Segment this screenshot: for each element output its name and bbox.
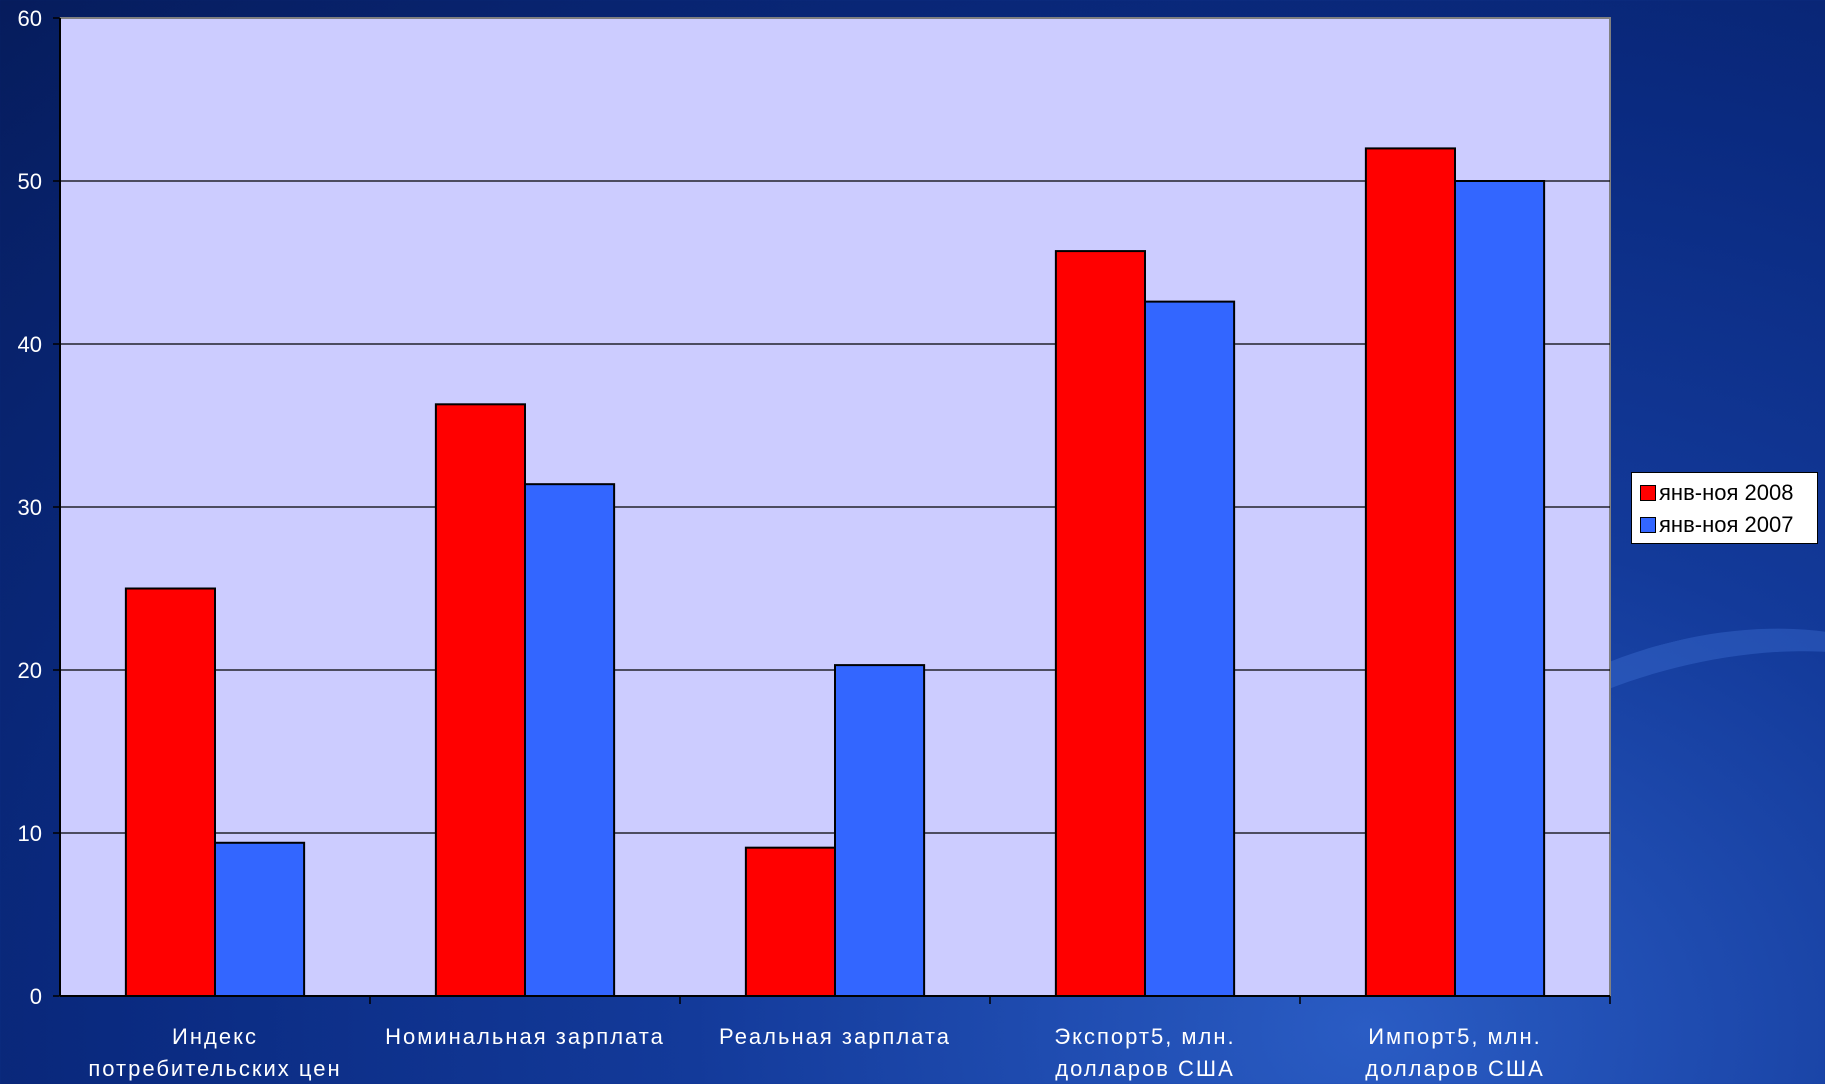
legend-item: янв-ноя 2007	[1640, 509, 1817, 541]
legend-swatch	[1640, 485, 1656, 501]
x-category-label: Импорт5, млн.	[1368, 1024, 1542, 1049]
legend-swatch	[1640, 517, 1656, 533]
x-category-label: Индекс	[172, 1024, 258, 1049]
x-category-label: потребительских цен	[88, 1056, 341, 1081]
x-category-label: Экспорт5, млн.	[1054, 1024, 1235, 1049]
y-tick-label: 30	[18, 495, 42, 520]
bar-jan-nov-2007	[1454, 180, 1546, 997]
bar-jan-nov-2008	[744, 846, 836, 997]
legend-label: янв-ноя 2007	[1659, 512, 1794, 537]
bar-jan-nov-2008	[1364, 147, 1456, 997]
bar-jan-nov-2008	[124, 587, 216, 997]
bar-jan-nov-2007	[1144, 300, 1236, 997]
bar-jan-nov-2007	[524, 483, 616, 997]
y-tick-label: 60	[18, 6, 42, 31]
x-category-label: Реальная зарплата	[719, 1024, 951, 1049]
legend-label: янв-ноя 2008	[1659, 480, 1794, 505]
y-tick-label: 20	[18, 658, 42, 683]
chart-legend: янв-ноя 2008 янв-ноя 2007	[1631, 472, 1818, 544]
bar-jan-nov-2008	[1054, 250, 1146, 997]
y-tick-label: 0	[30, 984, 42, 1009]
x-category-label: долларов США	[1055, 1056, 1235, 1081]
bar-jan-nov-2008	[434, 403, 526, 997]
y-tick-label: 40	[18, 332, 42, 357]
legend-item: янв-ноя 2008	[1640, 477, 1817, 509]
bar-jan-nov-2007	[214, 841, 306, 998]
y-tick-label: 50	[18, 169, 42, 194]
x-category-label: Номинальная зарплата	[385, 1024, 665, 1049]
x-category-label: долларов США	[1365, 1056, 1545, 1081]
y-tick-label: 10	[18, 821, 42, 846]
bar-jan-nov-2007	[834, 664, 926, 997]
